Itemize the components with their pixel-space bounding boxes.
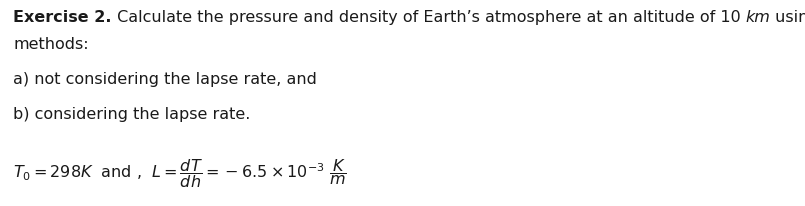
Text: Exercise 2.: Exercise 2. bbox=[13, 10, 112, 25]
Text: b) considering the lapse rate.: b) considering the lapse rate. bbox=[13, 107, 250, 121]
Text: methods:: methods: bbox=[13, 37, 89, 52]
Text: using two: using two bbox=[770, 10, 805, 25]
Text: km: km bbox=[745, 10, 770, 25]
Text: a) not considering the lapse rate, and: a) not considering the lapse rate, and bbox=[13, 72, 317, 87]
Text: Calculate the pressure and density of Earth’s atmosphere at an altitude of 10: Calculate the pressure and density of Ea… bbox=[112, 10, 745, 25]
Text: $T_0 = 298K$  and ,  $L = \dfrac{dT}{dh} = -6.5 \times 10^{-3}\ \dfrac{K}{m}$: $T_0 = 298K$ and , $L = \dfrac{dT}{dh} =… bbox=[13, 156, 347, 189]
